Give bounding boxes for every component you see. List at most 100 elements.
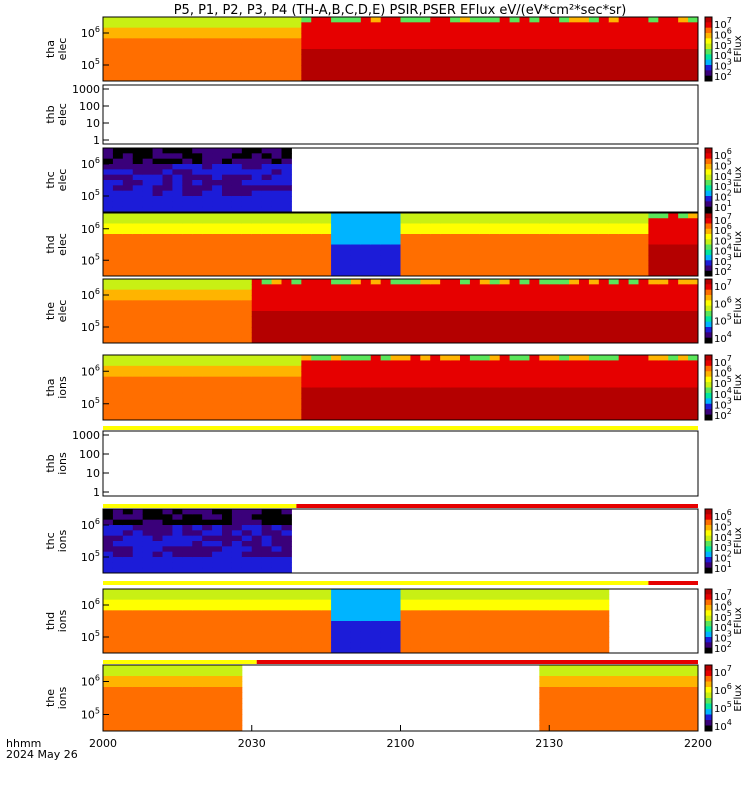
- spectrogram-cell: [579, 594, 590, 601]
- spectrogram-cell: [212, 311, 223, 317]
- spectrogram-cell: [103, 525, 114, 531]
- spectrogram-cell: [499, 311, 511, 317]
- spectrogram-cell: [499, 647, 511, 654]
- spectrogram-cell: [192, 725, 203, 732]
- spectrogram-cell: [350, 376, 362, 383]
- spectrogram-cell: [598, 414, 610, 421]
- spectrogram-cell: [608, 260, 620, 266]
- spectrogram-cell: [668, 239, 679, 245]
- spectrogram-cell: [301, 371, 312, 378]
- spectrogram-cell: [390, 327, 401, 333]
- spectrogram-cell: [271, 153, 282, 160]
- spectrogram-cell: [588, 414, 600, 421]
- spectrogram-cell: [291, 75, 302, 82]
- spectrogram-cell: [251, 332, 263, 339]
- spectrogram-cell: [539, 265, 550, 272]
- spectrogram-cell: [222, 174, 233, 181]
- spectrogram-cell: [400, 255, 411, 261]
- spectrogram-cell: [519, 316, 530, 323]
- spectrogram-cell: [479, 605, 491, 611]
- spectrogram-cell: [192, 239, 203, 245]
- spectrogram-cell: [489, 244, 501, 251]
- spectrogram-cell: [420, 647, 431, 654]
- spectrogram-cell: [331, 621, 342, 627]
- spectrogram-cell: [192, 180, 203, 186]
- spectrogram-cell: [172, 725, 183, 732]
- spectrogram-cell: [370, 305, 382, 312]
- spectrogram-cell: [410, 255, 421, 261]
- spectrogram-cell: [251, 255, 263, 261]
- spectrogram-cell: [579, 676, 590, 682]
- spectrogram-cell: [142, 327, 154, 333]
- spectrogram-cell: [212, 637, 223, 643]
- spectrogram-cell: [172, 270, 183, 277]
- spectrogram-cell: [261, 213, 273, 219]
- spectrogram-cell: [539, 703, 550, 710]
- spectrogram-cell: [281, 414, 292, 421]
- spectrogram-cell: [450, 54, 461, 61]
- spectrogram-cell: [202, 567, 213, 574]
- spectrogram-cell: [212, 180, 223, 186]
- y-tick-label: 100: [79, 448, 100, 461]
- spectrogram-cell: [450, 239, 461, 245]
- spectrogram-cell: [132, 213, 144, 219]
- spectrogram-cell: [281, 594, 292, 601]
- spectrogram-cell: [103, 665, 114, 671]
- spectrogram-cell: [598, 33, 610, 39]
- spectrogram-cell: [231, 670, 243, 677]
- spectrogram-cell: [559, 260, 570, 266]
- spectrogram-cell: [559, 599, 570, 606]
- spectrogram-cell: [212, 551, 223, 558]
- spectrogram-cell: [202, 185, 213, 192]
- spectrogram-cell: [182, 398, 193, 405]
- spectrogram-cell: [172, 332, 183, 339]
- spectrogram-cell: [103, 228, 114, 235]
- spectrogram-cell: [192, 698, 203, 704]
- panel-frame: [102, 84, 699, 145]
- spectrogram-cell: [588, 33, 600, 39]
- spectrogram-cell: [321, 626, 332, 633]
- spectrogram-cell: [192, 514, 203, 521]
- spectrogram-cell: [479, 43, 491, 50]
- spectrogram-cell: [142, 65, 154, 71]
- spectrogram-cell: [350, 365, 362, 372]
- spectrogram-cell: [678, 38, 689, 45]
- spectrogram-cell: [103, 725, 114, 732]
- spectrogram-cell: [440, 642, 451, 649]
- spectrogram-cell: [529, 260, 540, 266]
- y-tick-label: 1: [93, 134, 100, 147]
- spectrogram-cell: [202, 610, 213, 617]
- spectrogram-cell: [192, 218, 203, 224]
- spectrogram-cell: [271, 535, 282, 542]
- spectrogram-cell: [331, 387, 342, 394]
- spectrogram-cell: [103, 311, 114, 317]
- spectrogram-cell: [569, 59, 580, 66]
- spectrogram-cell: [440, 75, 451, 82]
- spectrogram-cell: [271, 190, 282, 197]
- spectrogram-cell: [608, 403, 620, 410]
- spectrogram-cell: [152, 234, 163, 240]
- spectrogram-cell: [112, 239, 124, 245]
- spectrogram-cell: [539, 676, 550, 682]
- spectrogram-cell: [331, 647, 342, 654]
- spectrogram-cell: [608, 33, 620, 39]
- spectrogram-cell: [678, 687, 689, 693]
- spectrogram-cell: [271, 27, 282, 34]
- spectrogram-cell: [608, 311, 620, 317]
- spectrogram-cell: [668, 387, 679, 394]
- spectrogram-cell: [142, 725, 154, 732]
- spectrogram-cell: [112, 698, 124, 704]
- spectrogram-cell: [638, 665, 649, 671]
- spectrogram-cell: [370, 332, 382, 339]
- spectrogram-cell: [281, 218, 292, 224]
- spectrogram-cell: [331, 33, 342, 39]
- spectrogram-cell: [112, 376, 124, 383]
- spectrogram-cell: [182, 376, 193, 383]
- spectrogram-cell: [479, 631, 491, 638]
- spectrogram-cell: [103, 22, 114, 29]
- spectrogram-cell: [222, 38, 233, 45]
- spectrogram-cell: [222, 414, 233, 421]
- spectrogram-cell: [132, 305, 144, 312]
- spectrogram-cell: [122, 223, 134, 230]
- spectrogram-cell: [628, 703, 639, 710]
